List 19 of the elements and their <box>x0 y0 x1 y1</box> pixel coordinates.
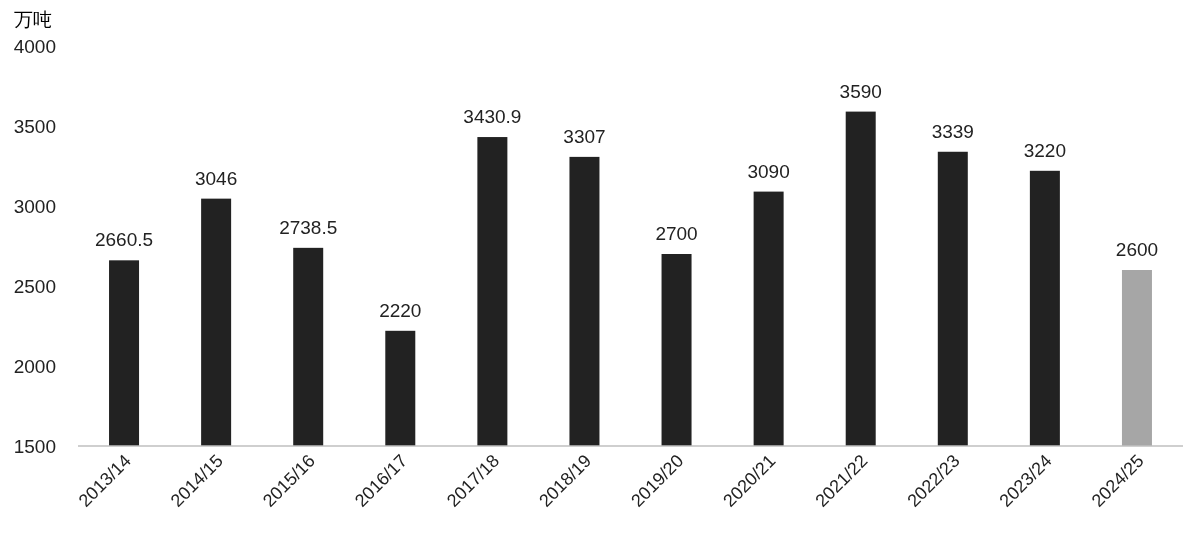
data-label: 3090 <box>747 160 790 182</box>
data-label: 3339 <box>931 120 974 142</box>
y-tick-label: 1500 <box>13 436 56 457</box>
y-tick-label: 2000 <box>13 356 56 377</box>
y-tick-label: 2500 <box>13 276 56 297</box>
data-label: 2660.5 <box>94 229 154 251</box>
data-label: 3220 <box>1023 139 1067 161</box>
data-label: 2600 <box>1115 239 1159 260</box>
y-tick-label: 3000 <box>13 196 56 217</box>
data-label: 3590 <box>839 80 882 102</box>
data-label: 2700 <box>655 223 698 244</box>
y-tick-label: 3500 <box>13 116 56 137</box>
y-tick-label: 4000 <box>13 36 56 57</box>
data-label: 3307 <box>563 125 606 147</box>
data-label: 2738.5 <box>279 216 338 238</box>
y-axis-title: 万吨 <box>14 9 52 30</box>
data-label: 3430.9 <box>463 106 522 128</box>
data-label: 2220 <box>379 299 422 321</box>
data-label: 3046 <box>194 167 238 189</box>
